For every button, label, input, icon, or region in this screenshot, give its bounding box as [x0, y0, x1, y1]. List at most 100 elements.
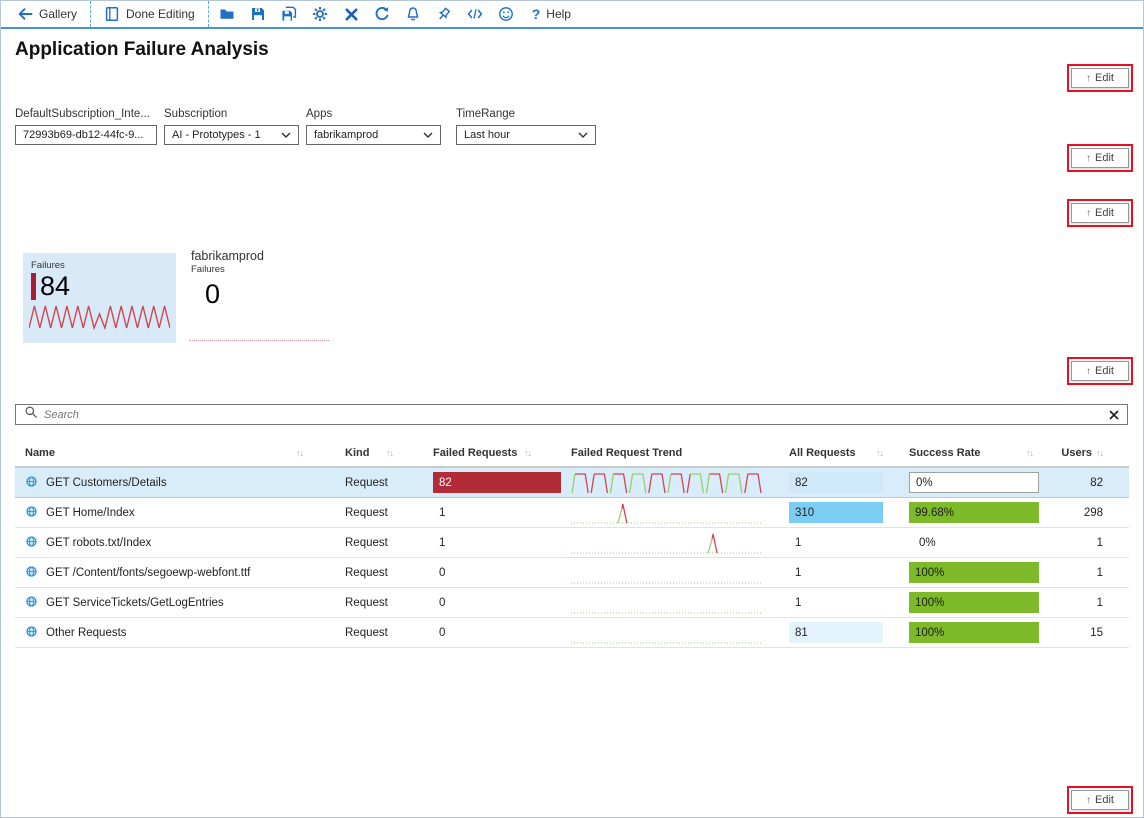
gallery-button[interactable]: Gallery [7, 1, 87, 27]
kind-cell: Request [345, 536, 388, 549]
app-failures-tile[interactable]: fabrikamprod Failures 0 [189, 247, 329, 341]
refresh-button[interactable] [367, 1, 398, 27]
success-rate-cell: 0% [909, 472, 1039, 493]
param-label: Apps [306, 108, 333, 120]
sort-icon[interactable]: ↑↓ [1026, 447, 1034, 458]
users-cell: 15 [1090, 626, 1103, 639]
column-label: Name [25, 446, 55, 459]
search-input[interactable] [44, 408, 1103, 421]
trend-sparkline [571, 642, 763, 643]
table-row[interactable]: Other Requests Request 0 81 100% 15 [15, 618, 1129, 648]
param-subscription: Subscription AI - Prototypes - 1 [164, 108, 299, 145]
dropdown-value: AI - Prototypes - 1 [172, 129, 261, 141]
subscription-id-field-box [15, 125, 157, 145]
done-editing-label: Done Editing [126, 7, 195, 21]
success-rate-bar: 99.68% [909, 502, 1039, 523]
bell-icon [405, 6, 421, 22]
failed-requests-value: 1 [439, 536, 446, 549]
toolbar: Gallery Done Editing ? Help [1, 1, 1143, 29]
table-row[interactable]: GET Home/Index Request 1 310 99.68% 298 [15, 498, 1129, 528]
param-apps: Apps fabrikamprod [306, 108, 441, 145]
request-name: Other Requests [46, 626, 127, 639]
edit-section-3: ↑ Edit [1067, 199, 1133, 227]
edit-label: Edit [1095, 365, 1114, 377]
failures-metric-tile[interactable]: Failures 84 [23, 253, 176, 343]
trend-sparkline [571, 612, 763, 613]
users-cell: 1 [1096, 596, 1103, 609]
save-as-icon [281, 6, 297, 22]
table-row[interactable]: GET robots.txt/Index Request 1 1 0% 1 [15, 528, 1129, 558]
edit-arrow-icon: ↑ [1086, 794, 1092, 806]
globe-icon [25, 565, 38, 581]
trend-sparkline [571, 533, 763, 553]
column-header-all-requests[interactable]: All Requests ↑↓ [785, 447, 897, 459]
globe-icon [25, 535, 38, 551]
folder-icon [219, 6, 235, 22]
failed-requests-value: 1 [439, 506, 446, 519]
column-header-failed-request-trend[interactable]: Failed Request Trend [567, 447, 785, 459]
done-editing-button[interactable]: Done Editing [94, 1, 205, 27]
help-label: Help [546, 7, 571, 21]
users-cell: 1 [1096, 536, 1103, 549]
column-header-success-rate[interactable]: Success Rate ↑↓ [897, 447, 1055, 459]
close-button[interactable] [336, 1, 367, 27]
search-icon [24, 405, 38, 424]
failed-requests-value: 0 [439, 626, 446, 639]
sort-icon[interactable]: ↑↓ [524, 447, 532, 458]
failed-requests-value: 0 [439, 566, 446, 579]
column-label: All Requests [789, 446, 856, 459]
edit-button[interactable]: ↑ Edit [1071, 361, 1129, 381]
save-icon [250, 6, 266, 22]
open-folder-button[interactable] [212, 1, 243, 27]
table-row[interactable]: GET Customers/Details Request 82 82 0% 8… [15, 467, 1129, 498]
pin-button[interactable] [429, 1, 460, 27]
advanced-editor-button[interactable] [460, 1, 491, 27]
sort-icon[interactable]: ↑↓ [386, 447, 394, 458]
feedback-button[interactable] [491, 1, 522, 27]
chevron-down-icon [578, 129, 588, 141]
all-requests-bar: 81 [789, 622, 883, 643]
sort-icon[interactable]: ↑↓ [296, 447, 304, 458]
notifications-button[interactable] [398, 1, 429, 27]
column-label: Failed Requests [433, 446, 518, 459]
failures-count: 84 [40, 271, 71, 301]
column-header-users[interactable]: Users ↑↓ [1055, 447, 1129, 459]
sort-icon[interactable]: ↑↓ [1096, 447, 1104, 458]
edit-arrow-icon: ↑ [1086, 72, 1092, 84]
sort-icon[interactable]: ↑↓ [876, 447, 884, 458]
save-as-button[interactable] [274, 1, 305, 27]
tile-metric-label: Failures [191, 264, 225, 275]
dropdown-value: Last hour [464, 129, 510, 141]
timerange-dropdown[interactable]: Last hour [456, 125, 596, 145]
column-header-kind[interactable]: Kind ↑↓ [337, 447, 427, 459]
users-cell: 298 [1083, 506, 1103, 519]
all-requests-bar: 310 [789, 502, 883, 523]
edit-arrow-icon: ↑ [1086, 365, 1092, 377]
toolbar-separator [207, 1, 209, 27]
subscription-id-input[interactable] [23, 129, 149, 141]
column-header-failed-requests[interactable]: Failed Requests ↑↓ [427, 447, 567, 459]
all-requests-value: 1 [795, 566, 802, 579]
edit-button[interactable]: ↑ Edit [1071, 148, 1129, 168]
settings-button[interactable] [305, 1, 336, 27]
edit-section-5: ↑ Edit [1067, 786, 1133, 814]
subscription-dropdown[interactable]: AI - Prototypes - 1 [164, 125, 299, 145]
globe-icon [25, 625, 38, 641]
edit-button[interactable]: ↑ Edit [1071, 68, 1129, 88]
question-mark-icon: ? [531, 6, 541, 22]
failed-requests-bar: 82 [433, 472, 561, 493]
apps-dropdown[interactable]: fabrikamprod [306, 125, 441, 145]
gear-icon [312, 6, 328, 22]
chevron-down-icon [281, 129, 291, 141]
edit-button[interactable]: ↑ Edit [1071, 203, 1129, 223]
table-row[interactable]: GET ServiceTickets/GetLogEntries Request… [15, 588, 1129, 618]
edit-button[interactable]: ↑ Edit [1071, 790, 1129, 810]
clear-search-icon[interactable] [1109, 409, 1119, 420]
request-name: GET Home/Index [46, 506, 135, 519]
table-row[interactable]: GET /Content/fonts/segoewp-webfont.ttf R… [15, 558, 1129, 588]
help-button[interactable]: ? Help [522, 1, 581, 27]
trend-sparkline [571, 582, 763, 583]
column-header-name[interactable]: Name ↑↓ [15, 447, 337, 459]
all-requests-value: 1 [795, 596, 802, 609]
save-button[interactable] [243, 1, 274, 27]
